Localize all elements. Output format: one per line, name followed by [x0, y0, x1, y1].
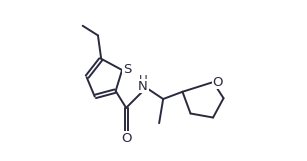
Text: H: H	[139, 74, 147, 87]
Text: O: O	[213, 76, 223, 89]
Text: N: N	[138, 80, 148, 93]
Text: S: S	[123, 63, 131, 76]
Text: O: O	[121, 132, 131, 145]
